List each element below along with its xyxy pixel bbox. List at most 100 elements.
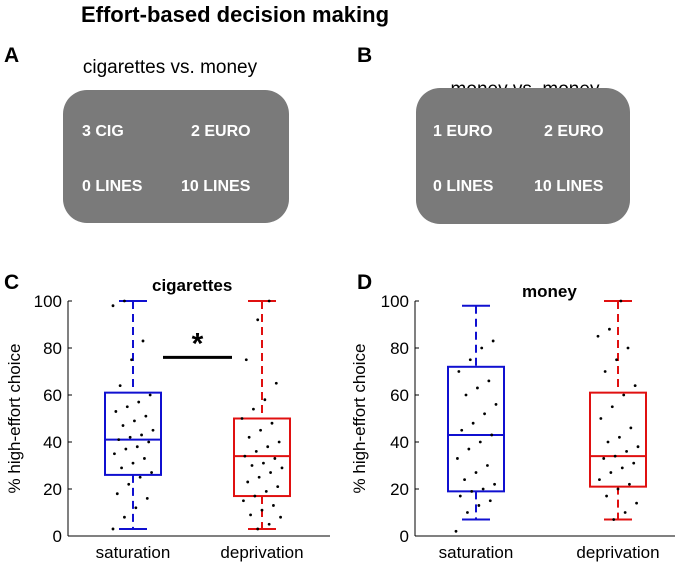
data-point xyxy=(141,339,145,343)
data-point xyxy=(486,464,489,467)
data-point xyxy=(124,447,128,451)
data-point xyxy=(254,450,258,453)
data-point xyxy=(111,304,115,308)
choice-card-a: 3 CIG 2 EURO 0 LINES 10 LINES xyxy=(63,90,289,223)
panel-letter-b: B xyxy=(357,44,373,67)
choice-card-b: 1 EURO 2 EURO 0 LINES 10 LINES xyxy=(416,88,630,224)
data-point xyxy=(151,428,155,432)
y-tick-label: 60 xyxy=(390,386,409,405)
y-axis-label: % high-effort choice xyxy=(5,344,24,494)
data-point xyxy=(632,461,636,465)
panel-letter-c: C xyxy=(4,271,20,294)
box-deprivation xyxy=(233,417,291,498)
data-point xyxy=(257,475,261,479)
data-point xyxy=(457,370,461,373)
y-tick-label: 40 xyxy=(43,433,62,452)
data-point xyxy=(133,419,136,423)
significance-star: * xyxy=(192,327,204,360)
data-point xyxy=(468,358,472,362)
data-point xyxy=(279,515,282,519)
panel-a-title: cigarettes vs. money xyxy=(82,57,258,78)
data-point xyxy=(150,471,153,474)
data-point xyxy=(488,499,492,503)
data-point xyxy=(491,339,495,343)
data-point xyxy=(481,487,485,491)
data-point xyxy=(623,511,627,514)
data-point xyxy=(247,435,251,439)
card-a-top-left: 3 CIG xyxy=(82,123,124,140)
data-point xyxy=(619,299,623,303)
data-point xyxy=(626,346,630,350)
data-point xyxy=(125,405,129,409)
data-point xyxy=(280,466,284,470)
data-point xyxy=(118,384,122,387)
data-point xyxy=(610,405,614,409)
data-point xyxy=(262,461,265,465)
y-tick-label: 0 xyxy=(53,527,62,546)
box-deprivation xyxy=(589,391,647,488)
data-point xyxy=(253,494,257,498)
data-point xyxy=(471,421,475,425)
data-point xyxy=(272,504,275,507)
data-point xyxy=(274,381,278,385)
data-point xyxy=(131,461,135,465)
data-point xyxy=(121,424,125,427)
data-point xyxy=(243,454,247,458)
data-point xyxy=(242,499,245,503)
data-point xyxy=(633,384,637,387)
card-b-bottom-right: 10 LINES xyxy=(534,178,604,195)
box-saturation xyxy=(447,365,505,493)
data-point xyxy=(596,334,600,338)
data-point xyxy=(269,471,272,474)
x-tick-label: deprivation xyxy=(576,543,659,562)
data-point xyxy=(135,445,139,449)
data-point xyxy=(608,327,611,331)
data-point xyxy=(260,508,264,512)
data-point xyxy=(270,421,274,425)
data-point xyxy=(628,482,631,486)
data-point xyxy=(259,428,262,432)
data-point xyxy=(252,407,255,411)
data-point xyxy=(246,480,250,484)
data-point xyxy=(123,299,126,303)
data-point xyxy=(111,527,115,531)
card-b-top-left: 1 EURO xyxy=(433,123,493,140)
chart-d-title: money xyxy=(522,282,577,301)
data-point xyxy=(616,487,620,491)
data-point xyxy=(470,489,474,493)
y-tick-label: 100 xyxy=(34,292,62,311)
card-a-top-right: 2 EURO xyxy=(191,123,251,140)
x-tick-label: saturation xyxy=(439,543,514,562)
card-b-bottom-left: 0 LINES xyxy=(433,178,494,195)
data-point xyxy=(114,410,118,413)
data-point xyxy=(636,445,640,449)
y-tick-label: 40 xyxy=(390,433,409,452)
data-point xyxy=(137,400,141,404)
data-point xyxy=(266,445,270,449)
data-point xyxy=(477,504,481,507)
data-point xyxy=(598,478,601,481)
data-point xyxy=(134,506,138,510)
data-point xyxy=(603,370,607,373)
chart-c-boxplot: 0 20 40 60 80 100 % high-effort choice saturati… xyxy=(5,292,330,562)
data-point xyxy=(263,398,267,402)
data-point xyxy=(123,515,126,519)
data-point xyxy=(467,447,471,451)
y-tick-label: 100 xyxy=(381,292,409,311)
data-point xyxy=(454,529,458,533)
data-point xyxy=(620,466,624,470)
x-tick-label: saturation xyxy=(96,543,171,562)
data-point xyxy=(267,299,271,303)
data-point xyxy=(599,417,603,420)
data-point xyxy=(635,501,638,505)
data-point xyxy=(606,440,610,444)
data-point xyxy=(117,438,121,442)
y-tick-label: 20 xyxy=(43,480,62,499)
data-point xyxy=(264,489,268,493)
data-point xyxy=(602,457,606,460)
data-point xyxy=(273,457,277,460)
data-point xyxy=(113,452,116,456)
data-point xyxy=(629,426,633,430)
data-point xyxy=(143,457,146,460)
chart-d-boxplot: 0 20 40 60 80 100 % high-effort choice saturati… xyxy=(350,292,675,562)
